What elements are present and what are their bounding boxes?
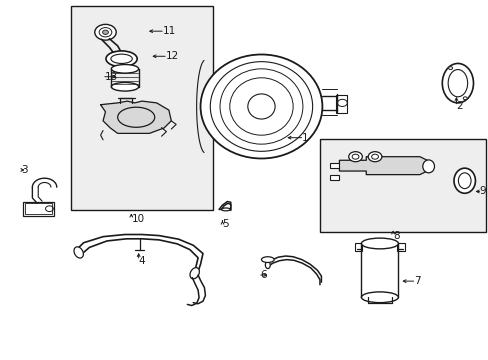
Text: 4: 4 xyxy=(139,256,145,266)
Ellipse shape xyxy=(265,261,270,269)
Circle shape xyxy=(462,97,466,100)
Text: 6: 6 xyxy=(260,270,266,280)
Ellipse shape xyxy=(221,208,230,211)
Bar xyxy=(329,175,339,180)
Text: 8: 8 xyxy=(392,231,399,240)
Ellipse shape xyxy=(74,247,83,258)
Bar xyxy=(319,139,485,232)
Circle shape xyxy=(95,24,116,40)
Text: 1: 1 xyxy=(301,133,308,143)
Text: 2: 2 xyxy=(455,102,462,112)
Ellipse shape xyxy=(442,63,472,103)
Text: 9: 9 xyxy=(479,186,486,197)
Circle shape xyxy=(447,67,451,69)
Circle shape xyxy=(367,152,381,162)
Ellipse shape xyxy=(200,54,322,158)
Ellipse shape xyxy=(111,82,139,91)
Bar xyxy=(22,202,54,216)
Text: 5: 5 xyxy=(222,219,229,229)
Ellipse shape xyxy=(422,160,434,173)
Ellipse shape xyxy=(361,292,398,303)
Text: 13: 13 xyxy=(104,72,118,82)
Text: 7: 7 xyxy=(413,276,420,286)
Ellipse shape xyxy=(111,64,139,73)
Bar xyxy=(25,203,52,214)
Ellipse shape xyxy=(106,51,137,67)
Text: 11: 11 xyxy=(162,26,175,36)
Circle shape xyxy=(348,152,362,162)
Bar xyxy=(71,6,212,211)
Bar xyxy=(397,243,405,251)
Ellipse shape xyxy=(190,267,199,279)
Ellipse shape xyxy=(361,238,398,249)
Text: 3: 3 xyxy=(21,165,28,175)
Ellipse shape xyxy=(453,168,474,193)
Polygon shape xyxy=(101,101,171,134)
Bar xyxy=(329,163,339,168)
Text: 12: 12 xyxy=(165,51,178,61)
Text: 10: 10 xyxy=(131,214,144,224)
Ellipse shape xyxy=(261,257,274,262)
Circle shape xyxy=(102,30,108,35)
Bar xyxy=(354,243,362,251)
Bar xyxy=(335,95,346,113)
Polygon shape xyxy=(334,157,427,175)
